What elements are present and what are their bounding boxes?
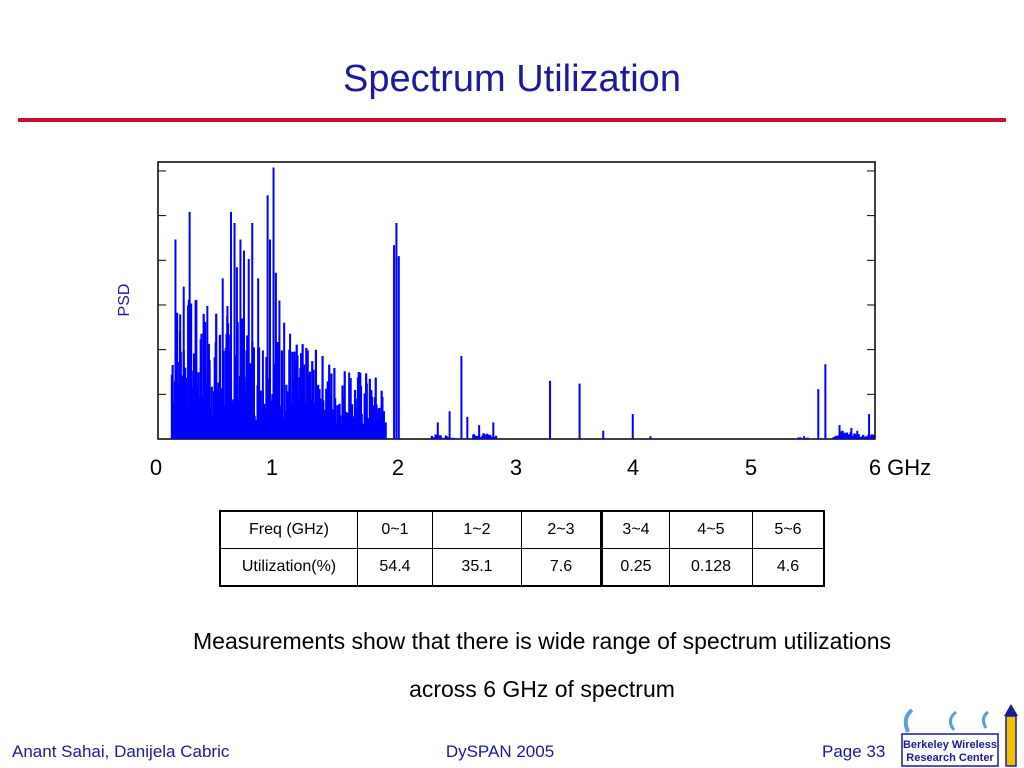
table-value-cell: 54.4	[357, 548, 433, 587]
campanile-spire	[1004, 704, 1018, 716]
logo-line-2: Research Center	[906, 752, 994, 764]
logo-line-1: Berkeley Wireless	[903, 739, 997, 751]
y-tick-marks	[158, 170, 875, 395]
table-header-cell: 5~6	[752, 510, 825, 549]
x-tick-label: 0	[150, 455, 162, 480]
x-tick-labels: 0 1 2 3 4 5 6 GHz	[150, 455, 931, 480]
x-tick-label: 1	[266, 455, 278, 480]
caption-line-2: across 6 GHz of spectrum	[409, 676, 675, 702]
table-value-cell: 0.128	[669, 548, 753, 587]
y-axis-label: PSD	[116, 284, 133, 317]
logo-arc-1	[903, 708, 914, 733]
logo-arc-3	[981, 710, 989, 729]
caption-line-1: Measurements show that there is wide ran…	[193, 628, 891, 654]
table-header-cell: 1~2	[432, 510, 522, 549]
plot-frame	[157, 161, 876, 440]
table-value-cell: 35.1	[432, 548, 522, 587]
table-value-cell: 4.6	[752, 548, 825, 587]
campanile-tower	[1005, 715, 1017, 767]
x-tick-label: 2	[392, 455, 404, 480]
logo-box	[901, 733, 999, 767]
table-header-cell: 0~1	[357, 510, 433, 549]
x-tick-label: 6 GHz	[869, 455, 931, 480]
slide-title: Spectrum Utilization	[343, 58, 681, 100]
x-tick-label: 4	[627, 455, 639, 480]
footer-page-number: Page 33	[822, 742, 886, 761]
table-header-label: Freq (GHz)	[219, 510, 358, 549]
psd-chart: 0 1 2 3 4 5 6 GHz PSD	[116, 161, 931, 480]
table-header-cell: 4~5	[669, 510, 753, 549]
utilization-table: Freq (GHz) 0~1 1~2 2~3 3~4 4~5 5~6 Utili…	[219, 510, 825, 587]
x-tick-label: 3	[510, 455, 522, 480]
footer-conference: DySPAN 2005	[445, 742, 555, 761]
table-value-row: Utilization(%) 54.4 35.1 7.6 0.25 0.128 …	[219, 548, 825, 587]
footer-authors: Anant Sahai, Danijela Cabric	[12, 742, 230, 761]
table-header-cell: 3~4	[600, 510, 670, 549]
table-header-row: Freq (GHz) 0~1 1~2 2~3 3~4 4~5 5~6	[219, 510, 825, 549]
table-header-cell: 2~3	[521, 510, 602, 549]
psd-bars	[170, 167, 876, 439]
logo-arc-2	[949, 710, 957, 731]
table-row-label: Utilization(%)	[219, 548, 358, 587]
bwrc-logo: Berkeley Wireless Research Center	[901, 704, 1018, 767]
table-value-cell: 0.25	[600, 548, 670, 587]
x-tick-label: 5	[745, 455, 757, 480]
table-value-cell: 7.6	[521, 548, 602, 587]
title-divider	[18, 118, 1006, 122]
